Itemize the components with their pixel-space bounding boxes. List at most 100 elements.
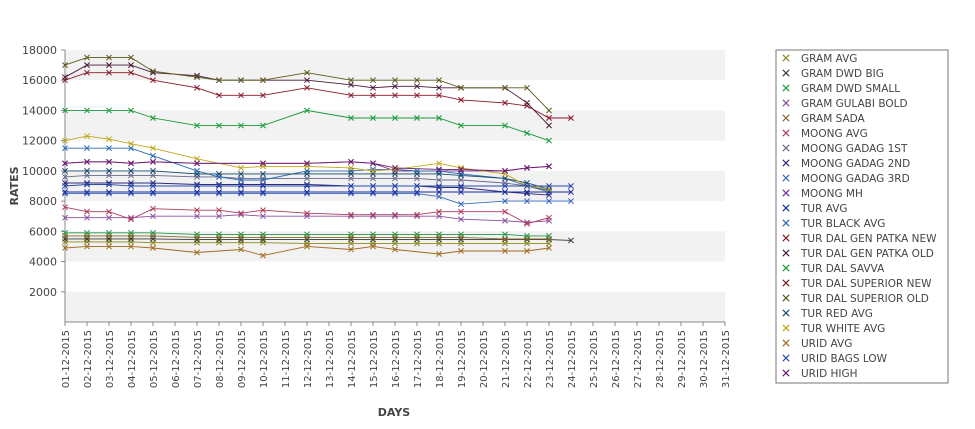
data-point [62, 74, 68, 81]
data-point [84, 232, 90, 239]
legend-label: GRAM DWD SMALL [801, 83, 900, 95]
data-point [62, 245, 68, 251]
legend-label: MOONG GADAG 3RD [801, 173, 910, 185]
legend-item: GRAM DWD SMALL [782, 83, 900, 95]
legend-marker [782, 114, 790, 122]
data-point [348, 213, 354, 220]
data-point [304, 210, 310, 217]
data-point [106, 54, 112, 61]
series-line [65, 238, 572, 241]
data-point [194, 160, 200, 167]
legend-marker [782, 234, 790, 242]
data-point [128, 167, 134, 174]
data-point [524, 219, 530, 226]
data-point [238, 170, 244, 177]
x-tick-label: 15-12-2015 [369, 330, 380, 388]
data-point [106, 214, 112, 221]
x-tick-label: 25-12-2015 [589, 330, 600, 388]
y-tick-label: 2000 [29, 286, 57, 299]
data-point [260, 122, 266, 129]
data-point [260, 234, 266, 241]
data-point [216, 170, 222, 177]
data-point [524, 248, 530, 254]
data-point [414, 211, 420, 218]
x-tick-label: 12-12-2015 [303, 330, 314, 388]
data-point [260, 213, 266, 220]
data-point [84, 180, 90, 186]
legend: GRAM AVG GRAM DWD BIG GRAM DWD SMALL GRAM G… [775, 49, 949, 384]
data-point [62, 167, 68, 174]
data-point [546, 235, 552, 242]
data-point [458, 201, 464, 208]
data-point [392, 83, 398, 90]
data-point [106, 172, 112, 179]
data-point [458, 172, 464, 179]
data-point [304, 183, 310, 189]
data-point [106, 145, 112, 152]
data-point [106, 158, 112, 165]
data-point [392, 183, 398, 189]
data-point [304, 190, 310, 197]
legend-marker [782, 144, 790, 152]
data-point [458, 84, 464, 91]
data-point [458, 164, 464, 171]
data-point [304, 160, 310, 167]
data-point [370, 167, 376, 174]
legend-label: URID BAGS LOW [801, 353, 888, 365]
legend-item: GRAM DWD BIG [782, 68, 884, 80]
legend-item: URID AVG [782, 338, 852, 350]
data-point [62, 137, 68, 144]
data-point [128, 69, 134, 76]
data-point [304, 170, 310, 177]
legend-item: TUR WHITE AVG [782, 323, 885, 335]
data-point [238, 92, 244, 99]
data-point [62, 145, 68, 152]
data-point [260, 252, 266, 259]
data-point [128, 214, 134, 221]
data-point [304, 234, 310, 241]
data-point [106, 208, 112, 215]
x-tick-label: 11-12-2015 [281, 330, 292, 388]
data-point [414, 83, 420, 90]
legend-item: TUR DAL GEN PATKA OLD [782, 248, 934, 260]
data-point [106, 180, 112, 186]
data-point [502, 99, 508, 106]
x-tick-label: 13-12-2015 [325, 330, 336, 388]
data-point [502, 208, 508, 215]
legend-item: TUR AVG [782, 203, 848, 215]
data-point [150, 205, 156, 212]
data-point [524, 190, 530, 197]
legend-label: GRAM AVG [801, 53, 857, 65]
legend-marker [782, 174, 790, 182]
data-point [392, 164, 398, 171]
data-point [304, 107, 310, 114]
x-tick-label: 10-12-2015 [259, 330, 270, 388]
x-tick-label: 04-12-2015 [127, 330, 138, 388]
data-point [348, 211, 354, 218]
data-point [502, 236, 508, 243]
data-point [260, 92, 266, 99]
legend-marker [782, 84, 790, 92]
legend-marker [782, 324, 790, 332]
data-point [370, 166, 376, 173]
legend-item: MOONG MH [782, 188, 863, 200]
legend-label: MOONG GADAG 2ND [801, 158, 910, 170]
data-point [304, 175, 310, 182]
legend-marker [782, 249, 790, 257]
data-point [524, 99, 530, 106]
data-point [436, 160, 442, 167]
data-point [348, 175, 354, 182]
x-tick-label: 16-12-2015 [391, 330, 402, 388]
legend-item: GRAM SADA [782, 113, 866, 125]
data-point [348, 246, 354, 253]
data-point [84, 181, 90, 188]
data-point [348, 189, 354, 195]
x-tick-label: 05-12-2015 [149, 330, 160, 388]
data-point [304, 181, 310, 188]
legend-item: TUR DAL SUPERIOR OLD [782, 293, 929, 305]
data-point [84, 208, 90, 215]
data-point [106, 107, 112, 114]
data-point [458, 96, 464, 103]
data-point [524, 220, 530, 227]
data-point [370, 190, 376, 197]
